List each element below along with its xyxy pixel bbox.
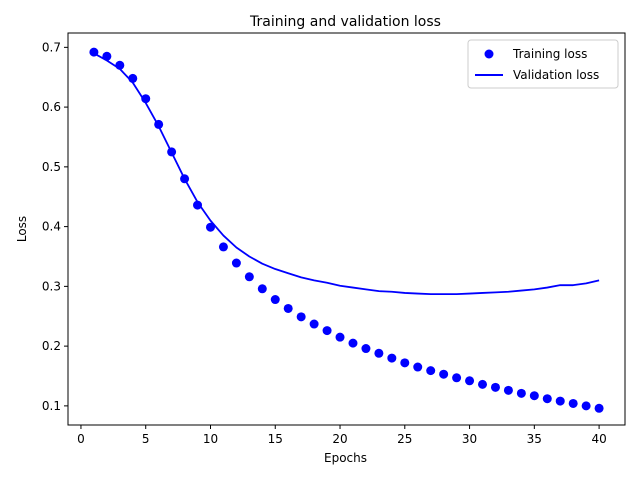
training-loss-point: [400, 358, 410, 368]
x-axis-label: Epochs: [324, 451, 367, 465]
legend-box: [467, 39, 619, 89]
legend-label-training: Training loss: [512, 47, 587, 61]
x-axis-ticks: 0 5 10 15 20 25 30 35 40: [77, 425, 607, 446]
y-axis-label: Loss: [15, 216, 29, 242]
chart-title: Training and validation loss: [249, 14, 441, 30]
validation-loss-line: [93, 52, 600, 296]
legend-label-validation: Validation loss: [513, 68, 599, 82]
training-loss-point: [426, 366, 436, 376]
x-tick-label: 5: [142, 432, 150, 446]
training-loss-point: [322, 326, 332, 336]
x-tick-label: 40: [591, 432, 606, 446]
training-loss-point: [542, 394, 552, 404]
training-loss-point: [309, 319, 319, 329]
training-loss-point: [154, 119, 164, 129]
legend-marker-training: [484, 49, 494, 59]
training-loss-point: [452, 373, 462, 383]
training-loss-point: [348, 338, 358, 348]
training-loss-point: [361, 344, 371, 354]
x-tick-label: 20: [332, 432, 347, 446]
training-loss-point: [167, 147, 177, 157]
y-tick-label: 0.5: [42, 160, 61, 174]
training-loss-point: [568, 398, 578, 408]
training-loss-point: [296, 312, 306, 322]
training-loss-point: [335, 332, 345, 342]
training-loss-point: [180, 174, 190, 184]
training-loss-point: [115, 60, 125, 70]
y-tick-label: 0.3: [42, 279, 61, 293]
y-tick-label: 0.7: [42, 40, 61, 54]
training-loss-point: [257, 284, 267, 294]
y-tick-label: 0.4: [42, 220, 61, 234]
training-loss-point: [374, 348, 384, 358]
training-loss-point: [283, 303, 293, 313]
training-loss-point: [413, 362, 423, 372]
training-loss-point: [503, 385, 513, 395]
series-layer: [89, 47, 604, 413]
training-loss-point: [270, 295, 280, 305]
training-loss-point: [141, 94, 151, 104]
training-loss-point: [205, 222, 215, 232]
training-loss-point: [102, 51, 112, 61]
training-loss-point: [516, 388, 526, 398]
training-loss-point: [218, 242, 228, 252]
x-tick-label: 35: [527, 432, 542, 446]
training-loss-point: [244, 272, 254, 282]
training-loss-point: [231, 258, 241, 268]
training-loss-point: [193, 200, 203, 210]
x-tick-label: 30: [462, 432, 477, 446]
training-loss-point: [529, 391, 539, 401]
x-tick-label: 10: [203, 432, 218, 446]
training-loss-point: [478, 379, 488, 389]
training-loss-point: [490, 382, 500, 392]
training-loss-point: [387, 353, 397, 363]
x-tick-label: 25: [397, 432, 412, 446]
training-loss-point: [439, 369, 449, 379]
training-loss-point: [555, 396, 565, 406]
training-loss-point: [465, 376, 475, 386]
y-tick-label: 0.2: [42, 339, 61, 353]
training-loss-point: [581, 401, 591, 411]
training-loss-point: [128, 73, 138, 83]
plot-area: [67, 32, 626, 426]
training-loss-point: [89, 47, 99, 57]
x-tick-label: 15: [268, 432, 283, 446]
training-loss-point: [594, 403, 604, 413]
y-tick-label: 0.6: [42, 100, 61, 114]
y-axis-ticks: 0.1 0.2 0.3 0.4 0.5 0.6 0.7: [42, 40, 68, 413]
x-tick-label: 0: [77, 432, 85, 446]
plot-frame: [67, 32, 626, 426]
legend: Training loss Validation loss: [467, 39, 619, 89]
y-tick-label: 0.1: [42, 399, 61, 413]
